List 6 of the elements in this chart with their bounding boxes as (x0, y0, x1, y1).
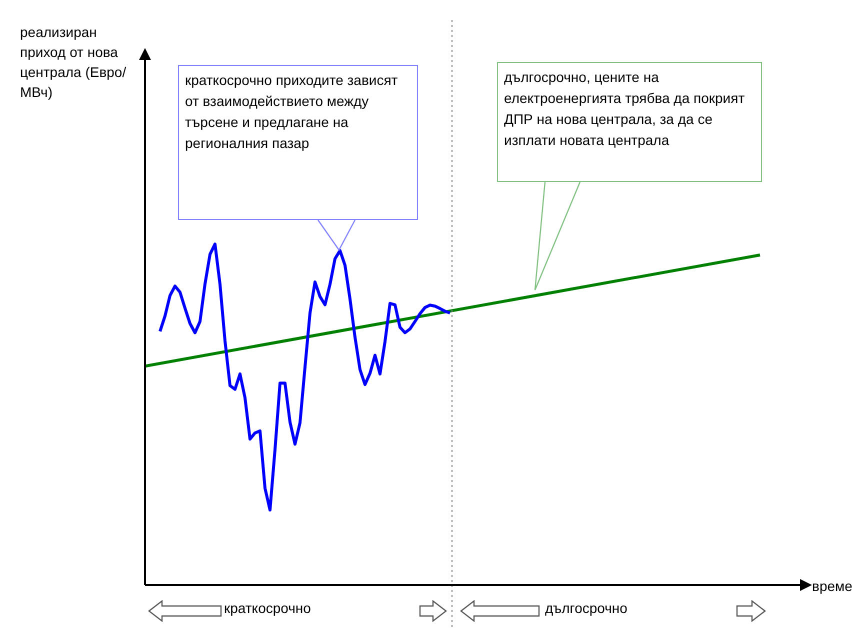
x-axis-title: време (812, 578, 852, 594)
text: реализиран приход от нова централа (Евро/МВч) (20, 23, 128, 102)
text: краткосрочно (224, 600, 311, 616)
text: краткосрочно приходите зависят от взаимодействието между търсене и предлагане на регионалния пазар (178, 65, 418, 220)
text: дългосрочно (545, 600, 628, 616)
text: дългосрочно, цените на електроенергията трябва да покрият ДПР на нова централа, за да се изплати новата централа (497, 62, 762, 182)
